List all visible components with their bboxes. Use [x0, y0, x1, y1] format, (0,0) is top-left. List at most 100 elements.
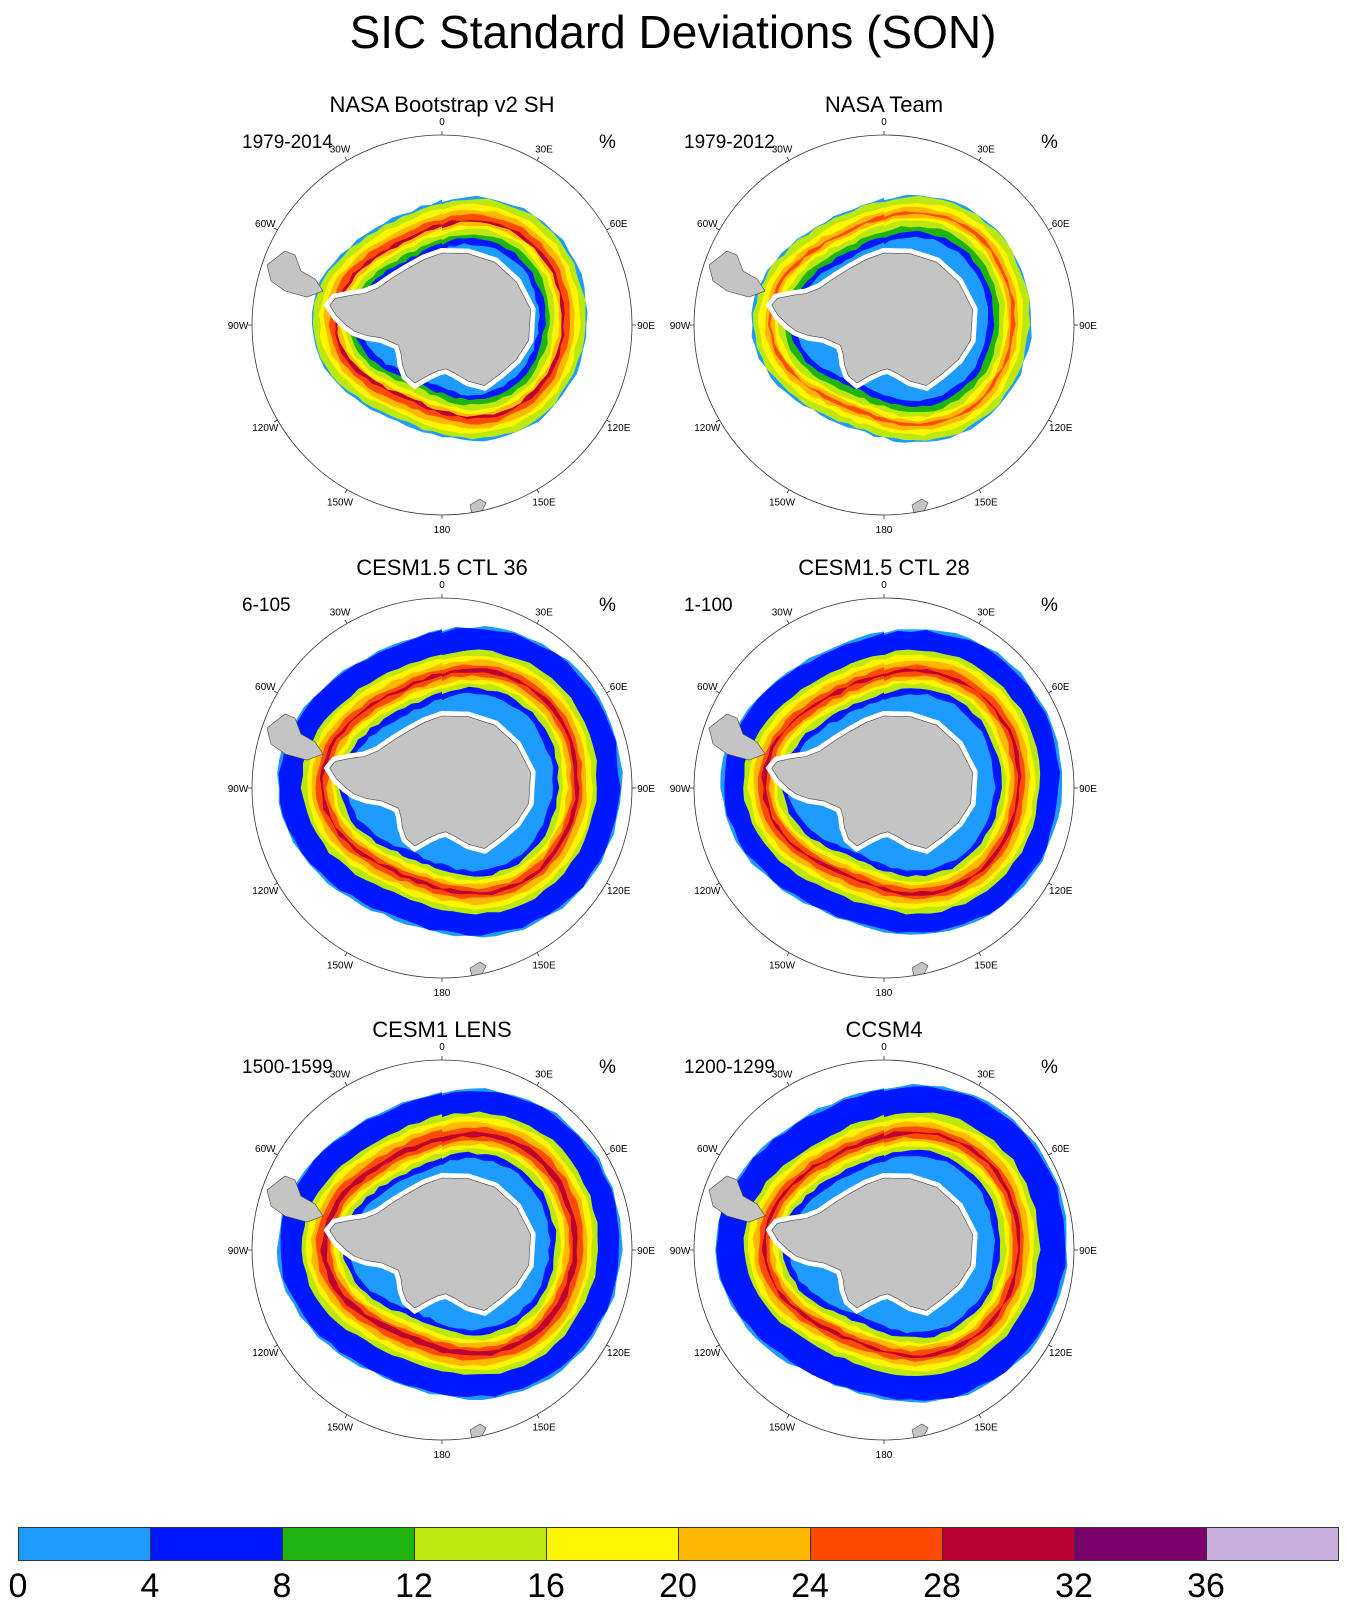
longitude-tick — [606, 1152, 611, 1156]
longitude-label: 180 — [434, 1450, 451, 1461]
colorbar-box — [414, 1527, 547, 1561]
south-america-landmass — [708, 1175, 766, 1223]
longitude-label: 0 — [881, 1042, 887, 1053]
longitude-label: 60W — [255, 1144, 276, 1155]
south-america-landmass — [266, 1175, 324, 1223]
longitude-label: 60E — [610, 219, 628, 230]
longitude-label: 120E — [607, 1348, 631, 1359]
longitude-tick — [273, 690, 278, 694]
longitude-label: 180 — [876, 988, 893, 999]
panel-units: % — [599, 132, 616, 153]
colorbar-tick-label: 20 — [659, 1567, 697, 1605]
longitude-tick — [344, 1081, 348, 1086]
longitude-tick — [536, 952, 540, 957]
longitude-tick — [273, 419, 278, 423]
island-landmass — [469, 498, 487, 514]
antarctica-landmass — [771, 252, 973, 386]
longitude-label: 90W — [670, 1246, 691, 1257]
longitude-label: 150W — [769, 961, 796, 972]
longitude-label: 120E — [607, 886, 631, 897]
longitude-label: 150W — [327, 498, 354, 509]
longitude-label: 120E — [1049, 423, 1073, 434]
island-landmass — [469, 961, 487, 977]
south-america-landmass — [266, 713, 324, 761]
polar-map: 0 30E 60E 90E 120E 150E 180 150W 120W 90W 60W 30W — [228, 580, 656, 999]
island-landmass — [911, 498, 929, 514]
longitude-label: 30W — [772, 144, 793, 155]
south-america-landmass — [266, 250, 324, 298]
longitude-label: 150E — [974, 1423, 998, 1434]
panel-years: 1-100 — [684, 595, 733, 616]
longitude-tick — [606, 690, 611, 694]
longitude-tick — [715, 227, 720, 231]
panel-title: CCSM4 — [845, 1017, 923, 1042]
longitude-tick — [344, 1414, 348, 1419]
colorbar-box — [1074, 1527, 1207, 1561]
panel-units: % — [599, 595, 616, 616]
map-panel: CESM1.5 CTL 28 1-100% 0 30E 60E 90E 120E 150E 18… — [654, 555, 1114, 999]
panel-title: CESM1 LENS — [372, 1017, 512, 1042]
colorbar-box — [150, 1527, 283, 1561]
longitude-label: 90W — [670, 784, 691, 795]
polar-map: 0 30E 60E 90E 120E 150E 180 150W 120W 90W 60W 30W — [670, 117, 1098, 536]
longitude-tick — [786, 619, 790, 624]
longitude-tick — [606, 419, 611, 423]
sea-ice-field — [708, 1083, 1068, 1439]
longitude-label: 150W — [769, 1423, 796, 1434]
longitude-label: 60E — [610, 682, 628, 693]
longitude-label: 30W — [330, 1069, 351, 1080]
longitude-tick — [536, 1081, 540, 1086]
longitude-label: 0 — [881, 580, 887, 591]
longitude-label: 120W — [694, 423, 721, 434]
longitude-tick — [1048, 882, 1053, 886]
sea-ice-field — [266, 626, 623, 977]
longitude-label: 150E — [532, 498, 556, 509]
longitude-label: 150W — [769, 498, 796, 509]
longitude-label: 0 — [439, 580, 445, 591]
longitude-label: 30E — [977, 607, 995, 618]
longitude-label: 60W — [697, 1144, 718, 1155]
panel-years: 1200-1299 — [684, 1057, 775, 1078]
longitude-label: 120E — [607, 423, 631, 434]
colorbar — [18, 1527, 1339, 1561]
longitude-label: 120W — [694, 886, 721, 897]
panel-units: % — [599, 1057, 616, 1078]
longitude-tick — [786, 952, 790, 957]
panel-title: CESM1.5 CTL 28 — [798, 555, 970, 580]
longitude-tick — [273, 227, 278, 231]
panel-title: NASA Bootstrap v2 SH — [329, 92, 555, 117]
longitude-label: 60E — [610, 1144, 628, 1155]
longitude-tick — [786, 1414, 790, 1419]
panel-years: 1500-1599 — [242, 1057, 333, 1078]
longitude-tick — [273, 1152, 278, 1156]
longitude-tick — [715, 419, 720, 423]
longitude-label: 120W — [252, 1348, 279, 1359]
longitude-label: 180 — [434, 988, 451, 999]
longitude-label: 150W — [327, 1423, 354, 1434]
longitude-tick — [536, 1414, 540, 1419]
south-america-landmass — [708, 250, 766, 298]
longitude-tick — [1048, 1152, 1053, 1156]
longitude-label: 90E — [1079, 784, 1097, 795]
longitude-tick — [536, 619, 540, 624]
longitude-label: 120E — [1049, 1348, 1073, 1359]
longitude-label: 0 — [439, 117, 445, 128]
antarctica-landmass — [771, 1177, 973, 1311]
longitude-tick — [978, 1081, 982, 1086]
polar-map: 0 30E 60E 90E 120E 150E 180 150W 120W 90W 60W 30W — [228, 1042, 656, 1461]
longitude-label: 90E — [1079, 1246, 1097, 1257]
island-landmass — [911, 1423, 929, 1439]
colorbar-box — [942, 1527, 1075, 1561]
longitude-label: 180 — [876, 1450, 893, 1461]
longitude-tick — [536, 156, 540, 161]
longitude-label: 120W — [252, 886, 279, 897]
longitude-label: 60W — [697, 682, 718, 693]
map-panel: CESM1.5 CTL 36 6-105% 0 30E 60E 90E 120E 150E 18… — [212, 555, 672, 999]
longitude-label: 30E — [977, 144, 995, 155]
longitude-label: 90W — [228, 784, 249, 795]
polar-map: 0 30E 60E 90E 120E 150E 180 150W 120W 90W 60W 30W — [670, 580, 1098, 999]
longitude-tick — [786, 1081, 790, 1086]
longitude-label: 60W — [697, 219, 718, 230]
panel-title: NASA Team — [824, 92, 944, 117]
longitude-label: 30E — [535, 1069, 553, 1080]
